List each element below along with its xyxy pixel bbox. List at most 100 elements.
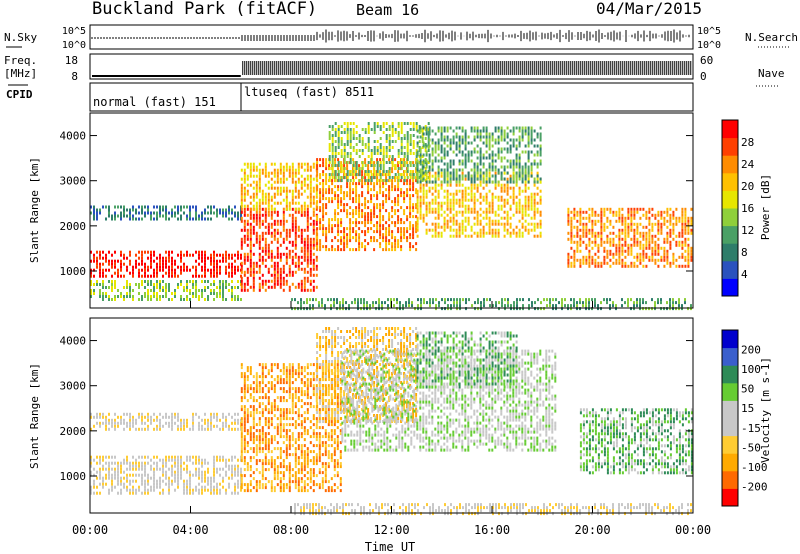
heatmap-cell [144, 286, 146, 289]
heatmap-cell [153, 217, 155, 221]
heatmap-cell [231, 274, 233, 278]
heatmap-cell [518, 144, 521, 148]
heatmap-cell [476, 234, 479, 238]
heatmap-cell [171, 292, 173, 295]
heatmap-cell [249, 264, 252, 268]
heatmap-cell [288, 231, 291, 235]
heatmap-cell [279, 234, 282, 238]
heatmap-cell [588, 207, 591, 211]
heatmap-cell [648, 234, 651, 238]
heatmap-cell [422, 159, 425, 163]
heatmap-cell [240, 276, 243, 280]
heatmap-cell [243, 285, 246, 289]
heatmap-cell [309, 198, 312, 202]
heatmap-cell [536, 180, 539, 184]
heatmap-cell [606, 240, 609, 244]
heatmap-cell [419, 213, 422, 217]
heatmap-cell [364, 200, 367, 204]
heatmap-cell [446, 144, 449, 148]
heatmap-cell [294, 307, 296, 311]
heatmap-cell [379, 215, 382, 219]
heatmap-cell [512, 159, 515, 163]
heatmap-cell [675, 264, 678, 268]
heatmap-cell [102, 280, 104, 283]
heatmap-cell [669, 207, 672, 211]
heatmap-cell [352, 122, 355, 125]
heatmap-cell [458, 174, 461, 178]
heatmap-cell [494, 177, 497, 181]
heatmap-cell [267, 204, 270, 208]
heatmap-cell [663, 258, 666, 262]
heatmap-cell [276, 282, 279, 286]
heatmap-cell [491, 207, 494, 211]
heatmap-cell [603, 222, 606, 226]
heatmap-cell [530, 222, 533, 226]
heatmap-cell [276, 210, 279, 214]
heatmap-cell [449, 138, 452, 142]
heatmap-cell [180, 280, 182, 283]
heatmap-cell [648, 207, 651, 211]
heatmap-cell [515, 138, 518, 142]
heatmap-cell [349, 224, 352, 228]
heatmap-cell [240, 240, 243, 244]
heatmap-cell [108, 280, 110, 283]
heatmap-cell [364, 218, 367, 222]
heatmap-cell [379, 170, 382, 174]
heatmap-cell [129, 283, 131, 286]
heatmap-cell [597, 213, 600, 217]
heatmap-cell [249, 228, 252, 232]
heatmap-cell [364, 131, 367, 134]
heatmap-cell [358, 137, 361, 140]
heatmap-cell [455, 192, 458, 196]
heatmap-cell [406, 170, 409, 173]
heatmap-cell [322, 233, 325, 237]
heatmap-cell [361, 245, 364, 249]
heatmap-cell [273, 255, 276, 259]
heatmap-cell [434, 174, 437, 178]
heatmap-cell [300, 237, 303, 241]
heatmap-cell [391, 182, 394, 186]
heatmap-cell [102, 479, 104, 483]
heatmap-cell [618, 216, 621, 220]
heatmap-cell [342, 301, 344, 305]
heatmap-cell [488, 162, 491, 166]
heatmap-cell [497, 129, 500, 133]
heatmap-cell [488, 225, 491, 229]
heatmap-cell [114, 295, 116, 298]
heatmap-cell [306, 301, 308, 305]
heatmap-cell [96, 476, 98, 480]
heatmap-cell [609, 210, 612, 214]
heatmap-cell [400, 188, 403, 192]
heatmap-cell [192, 265, 194, 269]
heatmap-cell [552, 298, 554, 302]
heatmap-cell [198, 274, 200, 278]
heatmap-cell [316, 188, 319, 192]
heatmap-cell [240, 282, 243, 286]
heatmap-cell [681, 255, 684, 259]
heatmap-cell [126, 280, 128, 283]
heatmap-cell [334, 122, 337, 125]
heatmap-cell [521, 138, 524, 142]
heatmap-cell [645, 210, 648, 214]
heatmap-cell [252, 165, 255, 169]
heatmap-cell [367, 206, 370, 210]
heatmap-cell [328, 227, 331, 231]
heatmap-cell [669, 234, 672, 238]
heatmap-cell [319, 182, 322, 186]
heatmap-cell [420, 304, 422, 308]
heatmap-cell [425, 207, 428, 211]
heatmap-cell [669, 264, 672, 268]
heatmap-cell [144, 274, 146, 278]
heatmap-cell [216, 292, 218, 295]
heatmap-cell [446, 150, 449, 154]
heatmap-cell [585, 225, 588, 229]
heatmap-cell [573, 301, 575, 305]
heatmap-cell [219, 253, 221, 257]
heatmap-cell [409, 173, 412, 176]
heatmap-cell [337, 200, 340, 204]
heatmap-cell [406, 191, 409, 195]
heatmap-cell [337, 176, 340, 179]
heatmap-cell [96, 214, 98, 218]
heatmap-cell [419, 186, 422, 190]
heatmap-cell [331, 158, 334, 161]
